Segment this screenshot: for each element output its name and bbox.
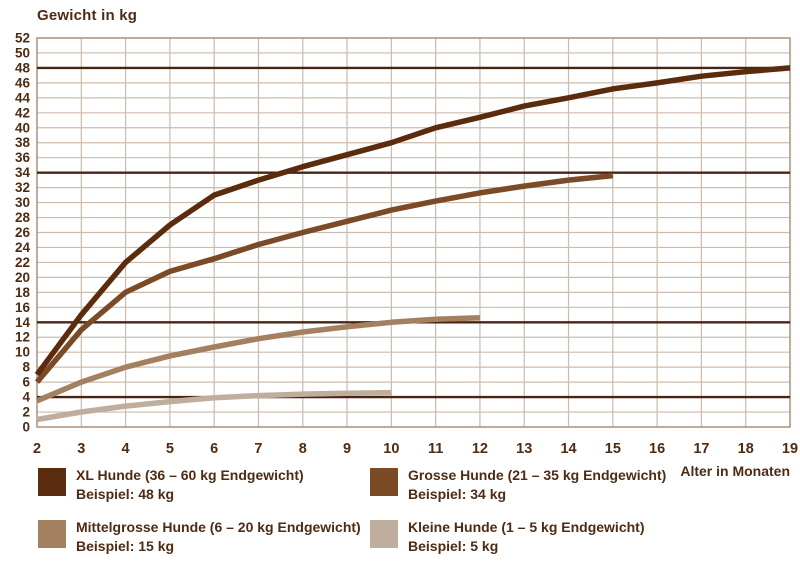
plot-border [36, 37, 791, 428]
x-tick-label: 3 [77, 441, 85, 457]
y-tick-label: 32 [15, 180, 30, 195]
y-tick-label: 12 [15, 330, 30, 345]
x-tick-label: 13 [516, 441, 532, 457]
x-tick-label: 16 [649, 441, 665, 457]
y-tick-label: 8 [22, 360, 30, 375]
y-tick-label: 22 [15, 255, 30, 270]
y-tick-label: 4 [22, 390, 30, 405]
x-tick-label: 19 [782, 441, 798, 457]
x-tick-label: 10 [383, 441, 399, 457]
x-tick-label: 9 [343, 441, 351, 457]
y-tick-label: 50 [15, 45, 30, 60]
x-tick-label: 8 [299, 441, 307, 457]
x-tick-label: 11 [428, 441, 443, 457]
y-tick-label: 46 [15, 75, 31, 90]
y-tick-label: 38 [15, 135, 31, 150]
x-tick-label: 12 [472, 441, 488, 457]
x-tick-label: 17 [693, 441, 709, 457]
y-tick-label: 6 [22, 375, 30, 390]
x-tick-label: 5 [166, 441, 174, 457]
y-tick-label: 18 [15, 285, 31, 300]
y-tick-label: 30 [15, 195, 30, 210]
y-tick-label: 10 [15, 345, 30, 360]
growth-curve [35, 315, 480, 404]
y-tick-label: 16 [15, 300, 31, 315]
y-tick-label: 24 [15, 240, 31, 255]
x-tick-label: 18 [738, 441, 754, 457]
x-tick-label: 4 [122, 441, 130, 457]
x-axis-label: Alter in Monaten [680, 463, 790, 479]
y-tick-label: 2 [22, 405, 30, 420]
y-tick-label: 0 [22, 420, 30, 435]
growth-curve [34, 65, 791, 377]
y-tick-label: 44 [15, 90, 31, 105]
y-tick-label: 28 [15, 210, 31, 225]
y-tick-label: 20 [15, 270, 30, 285]
y-tick-label: 36 [15, 150, 31, 165]
growth-curve [36, 389, 392, 423]
x-tick-label: 7 [254, 441, 262, 457]
chart-title: Gewicht in kg [37, 7, 138, 24]
x-tick-label: 14 [560, 441, 576, 457]
y-tick-label: 26 [15, 225, 31, 240]
y-tick-label: 48 [15, 60, 31, 75]
x-tick-label: 15 [605, 441, 621, 457]
y-tick-label: 52 [15, 31, 30, 46]
y-tick-label: 14 [15, 315, 31, 330]
y-tick-label: 34 [15, 165, 31, 180]
y-tick-label: 42 [15, 105, 30, 120]
y-tick-label: 40 [15, 120, 30, 135]
x-tick-label: 2 [33, 441, 41, 457]
x-tick-label: 6 [210, 441, 218, 457]
growth-curve [34, 172, 614, 384]
